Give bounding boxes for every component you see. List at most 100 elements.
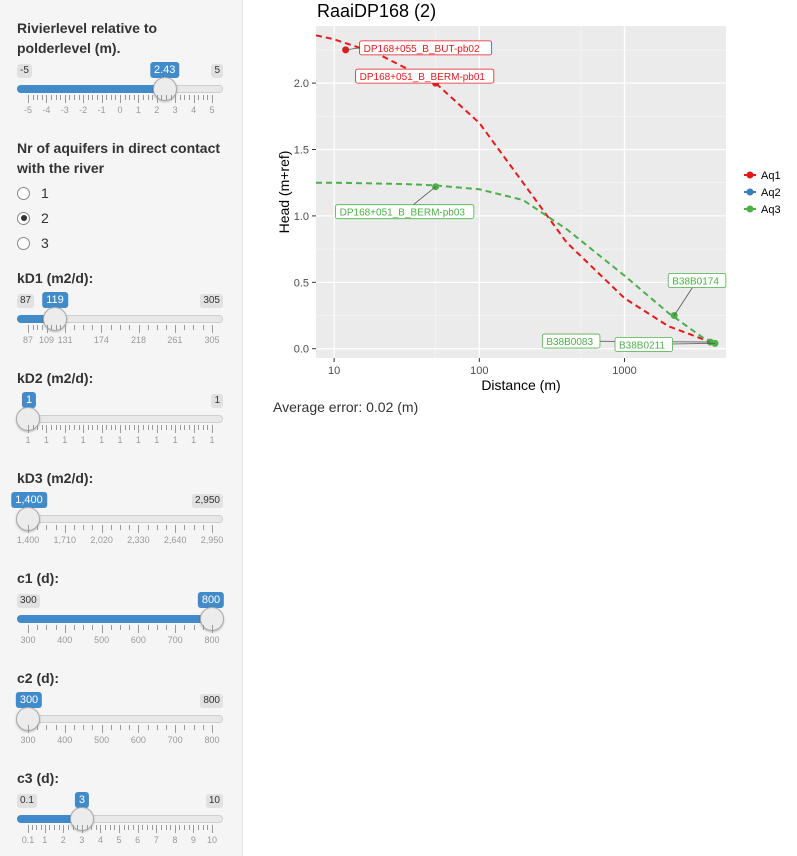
slider-tick (138, 525, 140, 533)
slider-tick-label: 1 (191, 435, 197, 445)
slider-minor-tick (202, 425, 204, 430)
slider-tick-label: 5 (116, 835, 122, 845)
point-label: DP168+055_B_BUT-pb02 (364, 44, 480, 55)
slider-grid: 1 1 1 1 1 1 1 1 1 1 1 (17, 425, 223, 447)
radio-button[interactable] (17, 236, 30, 250)
slider-minor-tick (129, 525, 131, 530)
slider-minor-tick (74, 95, 75, 100)
slider-grid: 1,400 1,710 2,020 2,330 2,640 2,950 (17, 525, 223, 547)
slider-tick-label: 4 (97, 835, 103, 845)
kd2-slider[interactable]: 1 1 1 1 1 1 1 1 1 1 1 1 1 (16, 392, 223, 450)
slider-minor-tick (51, 95, 52, 100)
slider-tick-label: 1 (25, 435, 31, 445)
slider-minor-tick (193, 625, 195, 630)
kd3-slider[interactable]: 2,950 1,400 1,400 1,710 2,020 2,330 2,640 2,950 (11, 492, 223, 550)
legend-key-point (746, 205, 754, 213)
slider-minor-tick (87, 425, 89, 430)
plot-title: RaaiDP168 (2) (317, 1, 437, 21)
slider-minor-tick (120, 725, 121, 730)
slider-tick (138, 725, 140, 733)
slider-tick-label: 1 (117, 435, 123, 445)
slider-minor-tick (170, 825, 172, 830)
slider-tick-label: 300 (20, 735, 36, 745)
slider-minor-tick (36, 825, 38, 830)
sidebar-panel: Rivierlevel relative to polderlevel (m).… (0, 0, 243, 856)
slider-tick (212, 725, 213, 733)
slider-value-badge: 3 (74, 792, 89, 808)
slider-tick (138, 625, 140, 633)
slider-tick-label: 1 (209, 435, 215, 445)
slider-tick-label: -1 (97, 105, 106, 115)
slider-minor-tick (129, 325, 131, 330)
slider-minor-tick (147, 525, 149, 530)
slider-tick-label: 600 (130, 735, 146, 745)
slider-tick-label: 109 (39, 335, 55, 345)
c3-slider[interactable]: 0.1 10 3 0.1 1 2 3 4 5 6 7 8 9 10 (17, 792, 223, 850)
slider-minor-tick (95, 825, 97, 830)
slider-tick (64, 525, 66, 533)
slider-minor-tick (69, 425, 71, 430)
slider-minor-tick (156, 625, 158, 630)
slider-handle[interactable] (152, 77, 177, 101)
average-error-text: Average error: 0.02 (m) (273, 399, 419, 415)
c2-slider[interactable]: 800 300 300 400 500 600 700 800 (15, 692, 223, 750)
slider-minor-tick (207, 95, 209, 100)
x-axis-title: Distance (m) (481, 377, 560, 393)
slider-tick (101, 725, 103, 733)
slider-tick (63, 825, 65, 833)
radio-button[interactable] (17, 211, 30, 225)
aquifer-option-2[interactable]: 2 (17, 209, 49, 227)
slider-tick (212, 825, 213, 833)
slider-tick-label: 500 (94, 735, 110, 745)
kd1-slider[interactable]: 87 305 119 87 109 131 174 218 261 305 (17, 292, 223, 350)
x-tick-label: 100 (470, 365, 488, 377)
slider-minor-tick (55, 95, 57, 100)
slider-tick-label: 4 (191, 105, 197, 115)
slider-tick-label: 1 (43, 435, 49, 445)
radio-button[interactable] (17, 186, 30, 200)
slider-tick (101, 625, 103, 633)
kd1-label: kD1 (m2/d): (17, 270, 94, 286)
slider-tick-label: 131 (57, 335, 73, 345)
slider-tick-label: 2,640 (163, 535, 187, 545)
head-distance-chart: 0.0 0.5 1.0 1.5 2.0 10 100 1000 Distance (m) Head… (276, 26, 781, 393)
slider-tick (46, 425, 48, 433)
aquifer-option-1[interactable]: 1 (17, 184, 49, 202)
slider-tick-label: 218 (131, 335, 147, 345)
slider-tick (193, 95, 195, 103)
slider-tick (212, 325, 213, 333)
slider-handle[interactable] (43, 307, 67, 331)
slider-minor-tick (55, 625, 57, 630)
slider-track[interactable] (17, 515, 223, 523)
aquifer-option-3[interactable]: 3 (17, 234, 49, 252)
slider-minor-tick (120, 625, 121, 630)
slider-minor-tick (109, 825, 111, 830)
kd2-label: kD2 (m2/d): (17, 370, 94, 386)
slider-minor-tick (37, 625, 39, 630)
slider-minor-tick (110, 425, 112, 430)
slider-minor-tick (37, 325, 39, 330)
slider-track[interactable] (17, 715, 223, 723)
data-point (711, 339, 719, 347)
slider-tick (156, 425, 158, 433)
slider-tick (119, 825, 121, 833)
slider-tick (81, 825, 83, 833)
series-line-aq1 (315, 34, 716, 345)
slider-min-label: 87 (17, 294, 35, 308)
slider-minor-tick (179, 425, 181, 430)
c1-slider[interactable]: 300 800 300 400 500 600 700 800 (17, 592, 225, 650)
slider-minor-tick (202, 825, 204, 830)
slider-track[interactable] (17, 415, 223, 423)
slider-minor-tick (32, 325, 34, 330)
slider-tick (174, 825, 176, 833)
slider-tick (156, 825, 158, 833)
slider-minor-tick (166, 425, 167, 430)
slider-minor-tick (115, 95, 117, 100)
slider-minor-tick (60, 425, 62, 430)
y-axis-title: Head (m+ref) (276, 151, 292, 234)
river-level-slider[interactable]: -5 5 2.43 -5 -4 -3 -2 -1 0 1 2 3 4 5 (17, 62, 223, 120)
slider-minor-tick (151, 825, 153, 830)
slider-minor-tick (83, 725, 85, 730)
slider-minor-tick (114, 825, 116, 830)
slider-minor-tick (60, 325, 62, 330)
